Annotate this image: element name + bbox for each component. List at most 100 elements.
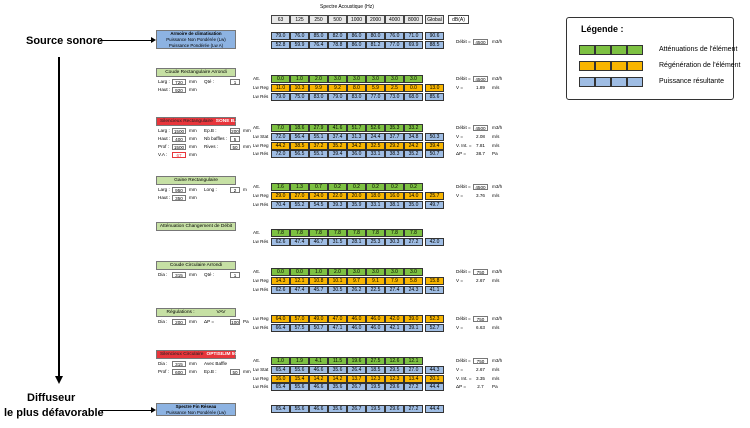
spectrum-cell: 76.0 <box>290 32 309 40</box>
info-value[interactable]: 4500 <box>473 39 488 45</box>
info-value[interactable]: 6.63 <box>476 324 485 330</box>
param-input[interactable]: 315 <box>172 361 186 367</box>
spectrum-cell: 32.5 <box>366 141 385 150</box>
spectrum-cell: 86.0 <box>347 32 366 40</box>
info-value[interactable]: 2.67 <box>476 366 485 372</box>
param-input[interactable]: 50 <box>230 144 240 150</box>
global-cell: 13.0 <box>425 83 444 92</box>
param-input[interactable]: 1500 <box>172 128 186 134</box>
spectrum-cell: 1.0 <box>309 268 328 276</box>
info-label: Débit = <box>456 358 471 363</box>
spectrum-cell: 7.8 <box>271 229 290 237</box>
info-unit: Pa <box>492 151 498 157</box>
info-value[interactable]: 3.35 <box>476 375 485 381</box>
info-value[interactable]: 3.76 <box>476 192 485 198</box>
spectrum-cell: 7.8 <box>404 229 423 237</box>
global-cell: 52.7 <box>425 323 444 332</box>
info-value[interactable]: 2.67 <box>476 277 485 283</box>
row-label: Lw Stat <box>253 366 269 372</box>
spectrum-cell: 3.0 <box>385 268 404 276</box>
info-value[interactable]: 750 <box>473 269 488 275</box>
param-input[interactable]: 720 <box>172 79 186 85</box>
info-value[interactable]: 4500 <box>473 76 488 82</box>
row-label: Att. <box>253 76 260 81</box>
spectrum-cell: 37.4 <box>328 132 347 141</box>
info-value[interactable]: 4500 <box>473 125 488 131</box>
spectrum-cell: 35.2 <box>404 150 423 159</box>
global-cell: 44.4 <box>425 405 444 413</box>
global-cell: 25.7 <box>425 191 444 200</box>
param-label: Haut : <box>158 136 171 141</box>
spectrum-cell: 7.0 <box>271 124 290 132</box>
spectrum-cell: 76.0 <box>385 32 404 40</box>
param-input[interactable]: 1 <box>230 79 240 85</box>
unit-header: dB(A) <box>448 15 469 24</box>
row-label: Lw Reg <box>253 84 269 90</box>
spectrum-cell: 39.4 <box>328 150 347 159</box>
param-input[interactable]: 50 <box>230 369 240 375</box>
param-label: Larg : <box>158 187 170 192</box>
spectrum-cell: 24.2 <box>404 141 423 150</box>
info-unit: m/s <box>492 142 500 148</box>
info-value[interactable]: 1.89 <box>476 84 485 90</box>
param-input[interactable]: 315 <box>172 272 186 278</box>
spectrum-cell: 81.2 <box>366 40 385 49</box>
param-label: Prof : <box>158 369 169 374</box>
spectrum-cell: 45.7 <box>309 285 328 294</box>
info-value[interactable]: 38.7 <box>476 151 485 157</box>
title-subtext: SONE B... <box>215 119 239 124</box>
row-label: Lw Stat <box>253 133 269 139</box>
spectrum-cell: 7.8 <box>385 229 404 237</box>
info-label: V. Int. = <box>456 375 472 381</box>
info-value[interactable]: 750 <box>473 358 488 364</box>
param-input[interactable]: 600 <box>172 369 186 375</box>
flow-arrow-line <box>58 57 60 380</box>
param-input[interactable]: 350 <box>172 195 186 201</box>
info-unit: m/s <box>492 133 500 139</box>
param-input[interactable]: 1500 <box>172 144 186 150</box>
block-title: Régulations : VAV <box>156 308 236 317</box>
info-unit: m3/h <box>492 39 503 44</box>
spectrum-cell: 16.0 <box>385 191 404 200</box>
source-arrow-line <box>100 40 154 42</box>
param-input[interactable]: 400 <box>172 136 186 142</box>
spectrum-cell: 55.2 <box>290 200 309 209</box>
row-label: Lw Rés <box>253 151 269 157</box>
spectrum-cell: 55.6 <box>290 365 309 374</box>
param-input[interactable]: 5 <box>230 136 240 142</box>
param-input[interactable]: 100 <box>230 319 240 325</box>
info-unit: m3/h <box>492 269 503 274</box>
row-label: Att. <box>253 269 260 274</box>
info-value[interactable]: 750 <box>473 316 488 322</box>
legend-swatch <box>595 77 611 87</box>
spectrum-cell: 11.5 <box>328 357 347 365</box>
spectrum-cell: 3.0 <box>347 75 366 83</box>
info-label: V = <box>456 84 464 90</box>
spectrum-cell: 3.0 <box>366 268 385 276</box>
spectrum-cell: 71.0 <box>404 32 423 40</box>
global-cell: 50.7 <box>425 150 444 159</box>
param-input[interactable]: 1 <box>230 272 240 278</box>
info-value[interactable]: 2.7 <box>477 384 484 390</box>
param-input[interactable]: 200 <box>172 319 186 325</box>
info-value[interactable]: 2.08 <box>476 133 485 139</box>
param-input[interactable]: 2 <box>230 187 240 193</box>
freq-header: 250 <box>309 15 328 24</box>
spectrum-cell: 9.1 <box>366 276 385 285</box>
global-cell: 50.3 <box>425 132 444 141</box>
info-value[interactable]: 4500 <box>473 184 488 190</box>
param-input[interactable]: 920 <box>172 87 186 93</box>
spectrum-cell: 57.5 <box>290 323 309 332</box>
info-label: V = <box>456 366 464 372</box>
param-input[interactable]: 67 <box>172 152 186 158</box>
spectrum-cell: 52.6 <box>366 124 385 132</box>
spectrum-cell: 0.2 <box>347 183 366 191</box>
spectrum-cell: 59.9 <box>290 40 309 49</box>
param-input[interactable]: 200 <box>230 128 240 134</box>
spectrum-cell: 4.1 <box>309 357 328 365</box>
spectrum-cell: 5.9 <box>366 83 385 92</box>
title-text: Coude Rectangulaire Arrondi <box>165 70 227 75</box>
info-value[interactable]: 7.81 <box>476 142 485 148</box>
param-input[interactable]: 950 <box>172 187 186 193</box>
spectrum-cell: 42.0 <box>385 315 404 323</box>
